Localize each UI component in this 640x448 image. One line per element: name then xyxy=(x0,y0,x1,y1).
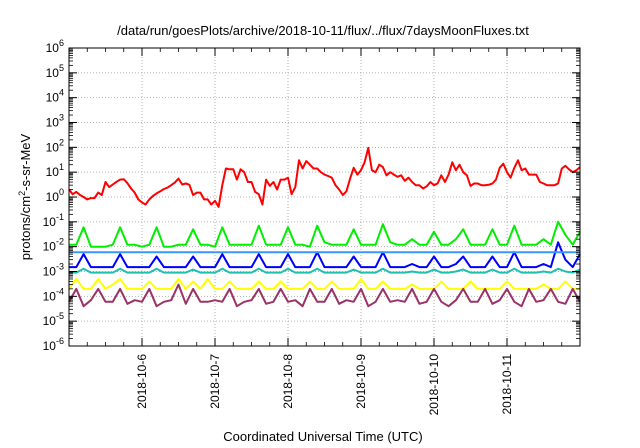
y-tick-label: 106 xyxy=(46,38,64,55)
series-line-2 xyxy=(69,220,581,248)
y-tick-label: 10-1 xyxy=(43,212,64,229)
axis-ticks xyxy=(69,47,580,347)
y-tick-label: 10-4 xyxy=(43,286,64,303)
series-layer xyxy=(68,146,581,308)
x-tick-label: 2018-10-11 xyxy=(500,354,514,415)
y-tick-label: 103 xyxy=(46,113,64,130)
y-tick-labels: 10-6 10-5 10-4 10-3 10-2 10-1 100 101 102 103 104 1… xyxy=(43,38,64,353)
series-line-7 xyxy=(68,283,581,308)
y-tick-label: 10-5 xyxy=(43,311,64,328)
series-line-6 xyxy=(68,278,580,290)
x-tick-label: 2018-10-7 xyxy=(208,354,222,409)
x-tick-label: 2018-10-6 xyxy=(135,354,149,409)
x-tick-label: 2018-10-9 xyxy=(354,354,368,409)
series-line-5 xyxy=(69,267,581,274)
chart-title: /data/run/goesPlots/archive/2018-10-11/f… xyxy=(117,23,529,38)
y-tick-label: 10-6 xyxy=(43,336,64,353)
y-tick-label: 100 xyxy=(46,187,64,204)
y-tick-label: 102 xyxy=(46,137,64,154)
x-tick-label: 2018-10-10 xyxy=(427,354,441,416)
y-tick-label: 105 xyxy=(46,63,64,80)
y-tick-label: 10-2 xyxy=(43,237,64,254)
y-tick-label: 10-3 xyxy=(43,262,64,279)
x-tick-label: 2018-10-8 xyxy=(281,354,295,409)
series-line-1 xyxy=(68,146,581,208)
series-line-3 xyxy=(69,241,581,269)
y-tick-label: 101 xyxy=(46,162,64,179)
y-axis-label: protons/cm2-s-sr-MeV xyxy=(17,133,33,260)
x-axis-label: Coordinated Universal Time (UTC) xyxy=(223,429,422,444)
y-tick-label: 104 xyxy=(46,88,64,105)
x-tick-labels: 2018-10-6 2018-10-7 2018-10-8 2018-10-9 2018… xyxy=(135,354,514,416)
